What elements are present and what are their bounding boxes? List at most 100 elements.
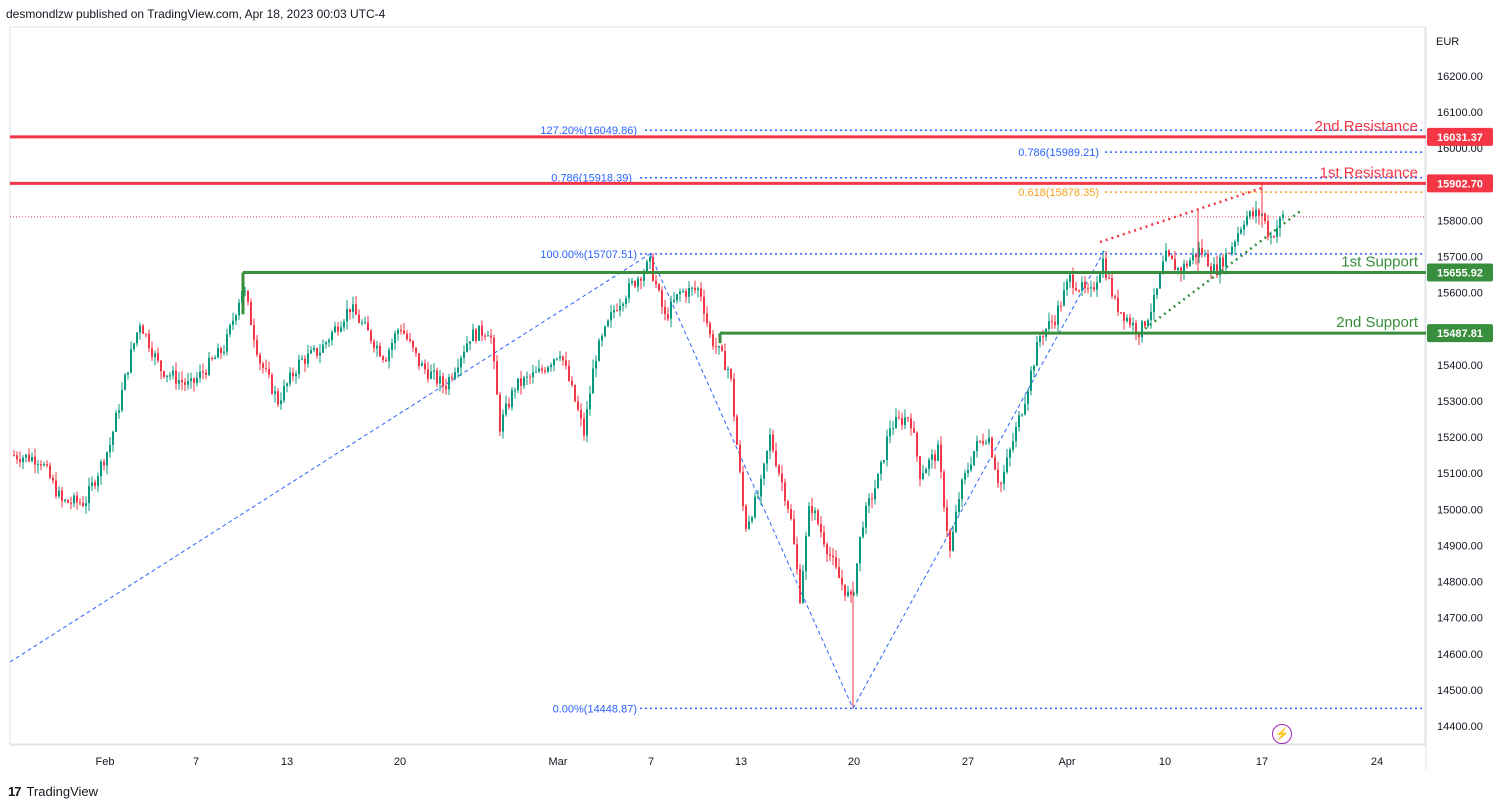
candle-body	[1174, 259, 1176, 271]
candle-body	[1255, 209, 1257, 217]
candle-body	[1072, 274, 1074, 288]
y-tick-label: 14600.00	[1437, 649, 1483, 661]
candle-body	[1162, 261, 1164, 274]
candle-body	[409, 339, 411, 341]
tradingview-brand[interactable]: TradingView	[26, 784, 99, 799]
candle-body	[37, 463, 39, 465]
candle-body	[955, 511, 957, 532]
candle-body	[265, 368, 267, 370]
candle-body	[805, 536, 807, 572]
candle-body	[703, 296, 705, 314]
lightning-bolt-icon[interactable]: ⚡	[1272, 724, 1292, 744]
candle-body	[217, 348, 219, 358]
candle-body	[1168, 250, 1170, 256]
candle-body	[802, 571, 804, 603]
candle-body	[499, 394, 501, 432]
x-tick-label: 13	[735, 756, 747, 768]
candle-body	[604, 326, 606, 336]
candle-body	[331, 332, 333, 341]
candle-body	[67, 499, 69, 503]
candle-body	[148, 333, 150, 349]
candle-body	[1090, 287, 1092, 289]
candle-body	[565, 360, 567, 366]
candle-body	[1054, 321, 1056, 325]
candle-body	[487, 335, 489, 337]
wedge-lower-line	[1144, 210, 1301, 330]
candle-body	[415, 347, 417, 354]
y-tick-label: 14700.00	[1437, 613, 1483, 625]
candle-body	[1024, 403, 1026, 415]
candle-body	[103, 461, 105, 466]
candle-body	[907, 417, 909, 419]
candle-body	[547, 367, 549, 372]
candle-body	[1060, 305, 1062, 307]
candle-body	[814, 510, 816, 514]
candle-body	[397, 330, 399, 334]
candle-body	[223, 351, 225, 353]
candle-body	[715, 346, 717, 348]
candle-body	[877, 473, 879, 489]
candle-body	[1207, 253, 1209, 267]
candle-body	[817, 510, 819, 524]
y-tick-label: 14500.00	[1437, 685, 1483, 697]
y-tick-label: 15300.00	[1437, 396, 1483, 408]
candle-body	[136, 332, 138, 344]
candle-body	[571, 380, 573, 385]
candle-body	[55, 480, 57, 497]
candle-body	[304, 358, 306, 364]
candle-body	[247, 290, 249, 302]
candle-body	[130, 349, 132, 373]
candle-body	[346, 308, 348, 322]
candle-body	[871, 498, 873, 500]
candle-body	[79, 502, 81, 504]
candle-body	[940, 444, 942, 472]
candle-body	[937, 444, 939, 461]
y-tick-label: 16200.00	[1437, 71, 1483, 83]
candle-body	[1141, 321, 1143, 338]
candle-body	[301, 358, 303, 360]
candle-body	[826, 544, 828, 555]
candle-body	[340, 327, 342, 332]
candle-body	[643, 272, 645, 281]
candle-body	[856, 563, 858, 594]
candle-body	[379, 345, 381, 357]
candle-body	[589, 393, 591, 410]
candle-body	[1192, 254, 1194, 261]
level-name: 2nd Support	[1336, 314, 1419, 331]
publisher-header: desmondlzw published on TradingView.com,…	[6, 7, 386, 21]
candle-body	[403, 330, 405, 334]
candle-body	[925, 468, 927, 474]
candle-body	[727, 368, 729, 371]
y-tick-label: 15100.00	[1437, 468, 1483, 480]
candle-body	[163, 371, 165, 377]
candle-body	[676, 294, 678, 301]
candle-body	[865, 505, 867, 528]
price-tag-label: 15487.81	[1437, 328, 1483, 340]
candle-body	[472, 329, 474, 342]
candle-body	[553, 359, 555, 365]
candle-body	[1030, 370, 1032, 391]
candle-body	[1042, 336, 1044, 338]
x-tick-label: Mar	[549, 756, 568, 768]
candle-body	[1159, 273, 1161, 289]
candle-body	[1231, 246, 1233, 254]
candle-body	[1219, 257, 1221, 276]
candle-body	[1276, 227, 1278, 238]
candle-body	[538, 368, 540, 372]
candle-body	[220, 348, 222, 353]
candle-body	[436, 370, 438, 384]
candle-body	[916, 432, 918, 457]
candle-body	[1000, 483, 1002, 485]
candle-body	[22, 457, 24, 463]
candle-body	[34, 456, 36, 465]
x-tick-label: 17	[1256, 756, 1268, 768]
candle-body	[766, 450, 768, 464]
candle-body	[892, 428, 894, 430]
candle-body	[1267, 221, 1269, 238]
candle-body	[394, 333, 396, 344]
y-tick-label: 15400.00	[1437, 360, 1483, 372]
candle-body	[178, 379, 180, 384]
candle-body	[664, 306, 666, 315]
candle-body	[85, 503, 87, 506]
